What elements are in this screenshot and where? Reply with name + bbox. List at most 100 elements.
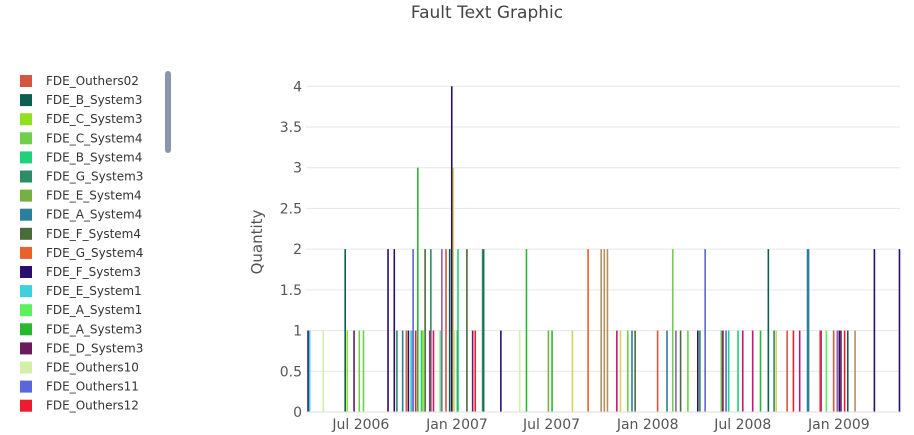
bar[interactable] <box>671 249 674 412</box>
bar[interactable] <box>832 330 835 412</box>
bar[interactable] <box>727 330 730 412</box>
bar[interactable] <box>846 330 849 412</box>
bar[interactable] <box>606 249 609 412</box>
bar[interactable] <box>751 330 754 412</box>
bar[interactable] <box>407 330 410 412</box>
legend-item[interactable]: FDE_B_System4 <box>20 150 142 164</box>
bar[interactable] <box>843 330 846 412</box>
bar[interactable] <box>422 330 424 412</box>
bar[interactable] <box>759 330 762 412</box>
bar[interactable] <box>420 330 423 412</box>
bar[interactable] <box>471 330 474 412</box>
bar[interactable] <box>631 330 633 412</box>
legend-item[interactable]: FDE_Outhers11 <box>20 380 139 394</box>
bar[interactable] <box>807 249 810 412</box>
bar[interactable] <box>767 249 770 412</box>
legend-item[interactable]: FDE_G_System3 <box>20 170 143 184</box>
bar[interactable] <box>452 167 455 412</box>
bar[interactable] <box>616 330 618 412</box>
bar[interactable] <box>358 330 361 412</box>
bar[interactable] <box>416 167 419 412</box>
bar[interactable] <box>362 330 365 412</box>
legend-item[interactable]: FDE_C_System4 <box>20 131 143 145</box>
bar[interactable] <box>525 249 528 412</box>
bar[interactable] <box>587 249 589 412</box>
bar[interactable] <box>450 86 453 413</box>
legend-item[interactable]: FDE_F_System3 <box>20 265 141 279</box>
bar[interactable] <box>825 330 828 412</box>
legend-scrollbar[interactable] <box>165 71 171 153</box>
bar[interactable] <box>666 330 668 412</box>
legend-item[interactable]: FDE_D_System3 <box>20 341 143 355</box>
bar[interactable] <box>429 330 431 412</box>
bar[interactable] <box>481 249 484 412</box>
bar[interactable] <box>792 330 795 412</box>
bar[interactable] <box>603 249 606 412</box>
bar[interactable] <box>322 330 325 412</box>
bar[interactable] <box>441 249 443 412</box>
bar[interactable] <box>474 330 477 412</box>
bar[interactable] <box>634 330 636 412</box>
bar[interactable] <box>840 330 842 412</box>
bar[interactable] <box>396 330 398 412</box>
bar[interactable] <box>393 249 396 412</box>
legend-item[interactable]: FDE_Outhers02 <box>20 74 139 88</box>
bar[interactable] <box>432 330 435 412</box>
bar[interactable] <box>466 249 468 412</box>
bar[interactable] <box>725 330 727 412</box>
bar[interactable] <box>741 330 744 412</box>
bar[interactable] <box>448 249 451 412</box>
legend-item[interactable]: FDE_A_System1 <box>20 303 142 317</box>
bar[interactable] <box>679 330 682 412</box>
bar[interactable] <box>838 330 841 412</box>
bar[interactable] <box>600 249 602 412</box>
legend-item[interactable]: FDE_E_System4 <box>20 189 142 203</box>
bar[interactable] <box>500 330 502 412</box>
bar[interactable] <box>775 330 777 412</box>
bar[interactable] <box>445 249 447 412</box>
bar[interactable] <box>820 330 822 412</box>
bar[interactable] <box>412 249 414 412</box>
bar[interactable] <box>401 330 404 412</box>
bar[interactable] <box>898 249 901 412</box>
bar[interactable] <box>687 330 689 412</box>
bar[interactable] <box>307 330 309 412</box>
bar[interactable] <box>819 330 821 412</box>
bar[interactable] <box>353 330 355 412</box>
legend-item[interactable]: FDE_A_System3 <box>20 322 142 336</box>
bar[interactable] <box>806 249 809 412</box>
bar[interactable] <box>722 330 724 412</box>
bar[interactable] <box>737 330 739 412</box>
bar[interactable] <box>720 330 723 412</box>
bar[interactable] <box>518 330 521 412</box>
bar[interactable] <box>547 330 550 412</box>
bar[interactable] <box>627 330 629 412</box>
bar[interactable] <box>414 330 417 412</box>
bar[interactable] <box>405 330 408 412</box>
bar[interactable] <box>773 330 775 412</box>
bar[interactable] <box>430 249 432 412</box>
legend[interactable]: FDE_Outhers02 FDE_B_System3 FDE_C_System3 F… <box>20 74 143 413</box>
legend-item[interactable]: FDE_C_System3 <box>20 112 143 126</box>
bar[interactable] <box>656 330 659 412</box>
bar[interactable] <box>697 330 699 412</box>
bar[interactable] <box>704 249 706 412</box>
bar[interactable] <box>346 330 349 412</box>
legend-item[interactable]: FDE_A_System4 <box>20 208 142 222</box>
legend-item[interactable]: FDE_G_System4 <box>20 246 143 260</box>
bar[interactable] <box>571 330 574 412</box>
bar[interactable] <box>675 330 677 412</box>
bar[interactable] <box>387 249 389 412</box>
bar[interactable] <box>424 249 426 412</box>
bar[interactable] <box>410 330 412 412</box>
bar[interactable] <box>699 330 701 412</box>
legend-item[interactable]: FDE_B_System3 <box>20 93 142 107</box>
legend-item[interactable]: FDE_E_System1 <box>20 284 142 298</box>
bar[interactable] <box>457 249 459 412</box>
legend-item[interactable]: FDE_F_System4 <box>20 227 141 241</box>
bar[interactable] <box>344 249 346 412</box>
bar[interactable] <box>854 330 856 412</box>
bar[interactable] <box>836 330 839 412</box>
bar[interactable] <box>798 330 801 412</box>
bar[interactable] <box>439 330 442 412</box>
